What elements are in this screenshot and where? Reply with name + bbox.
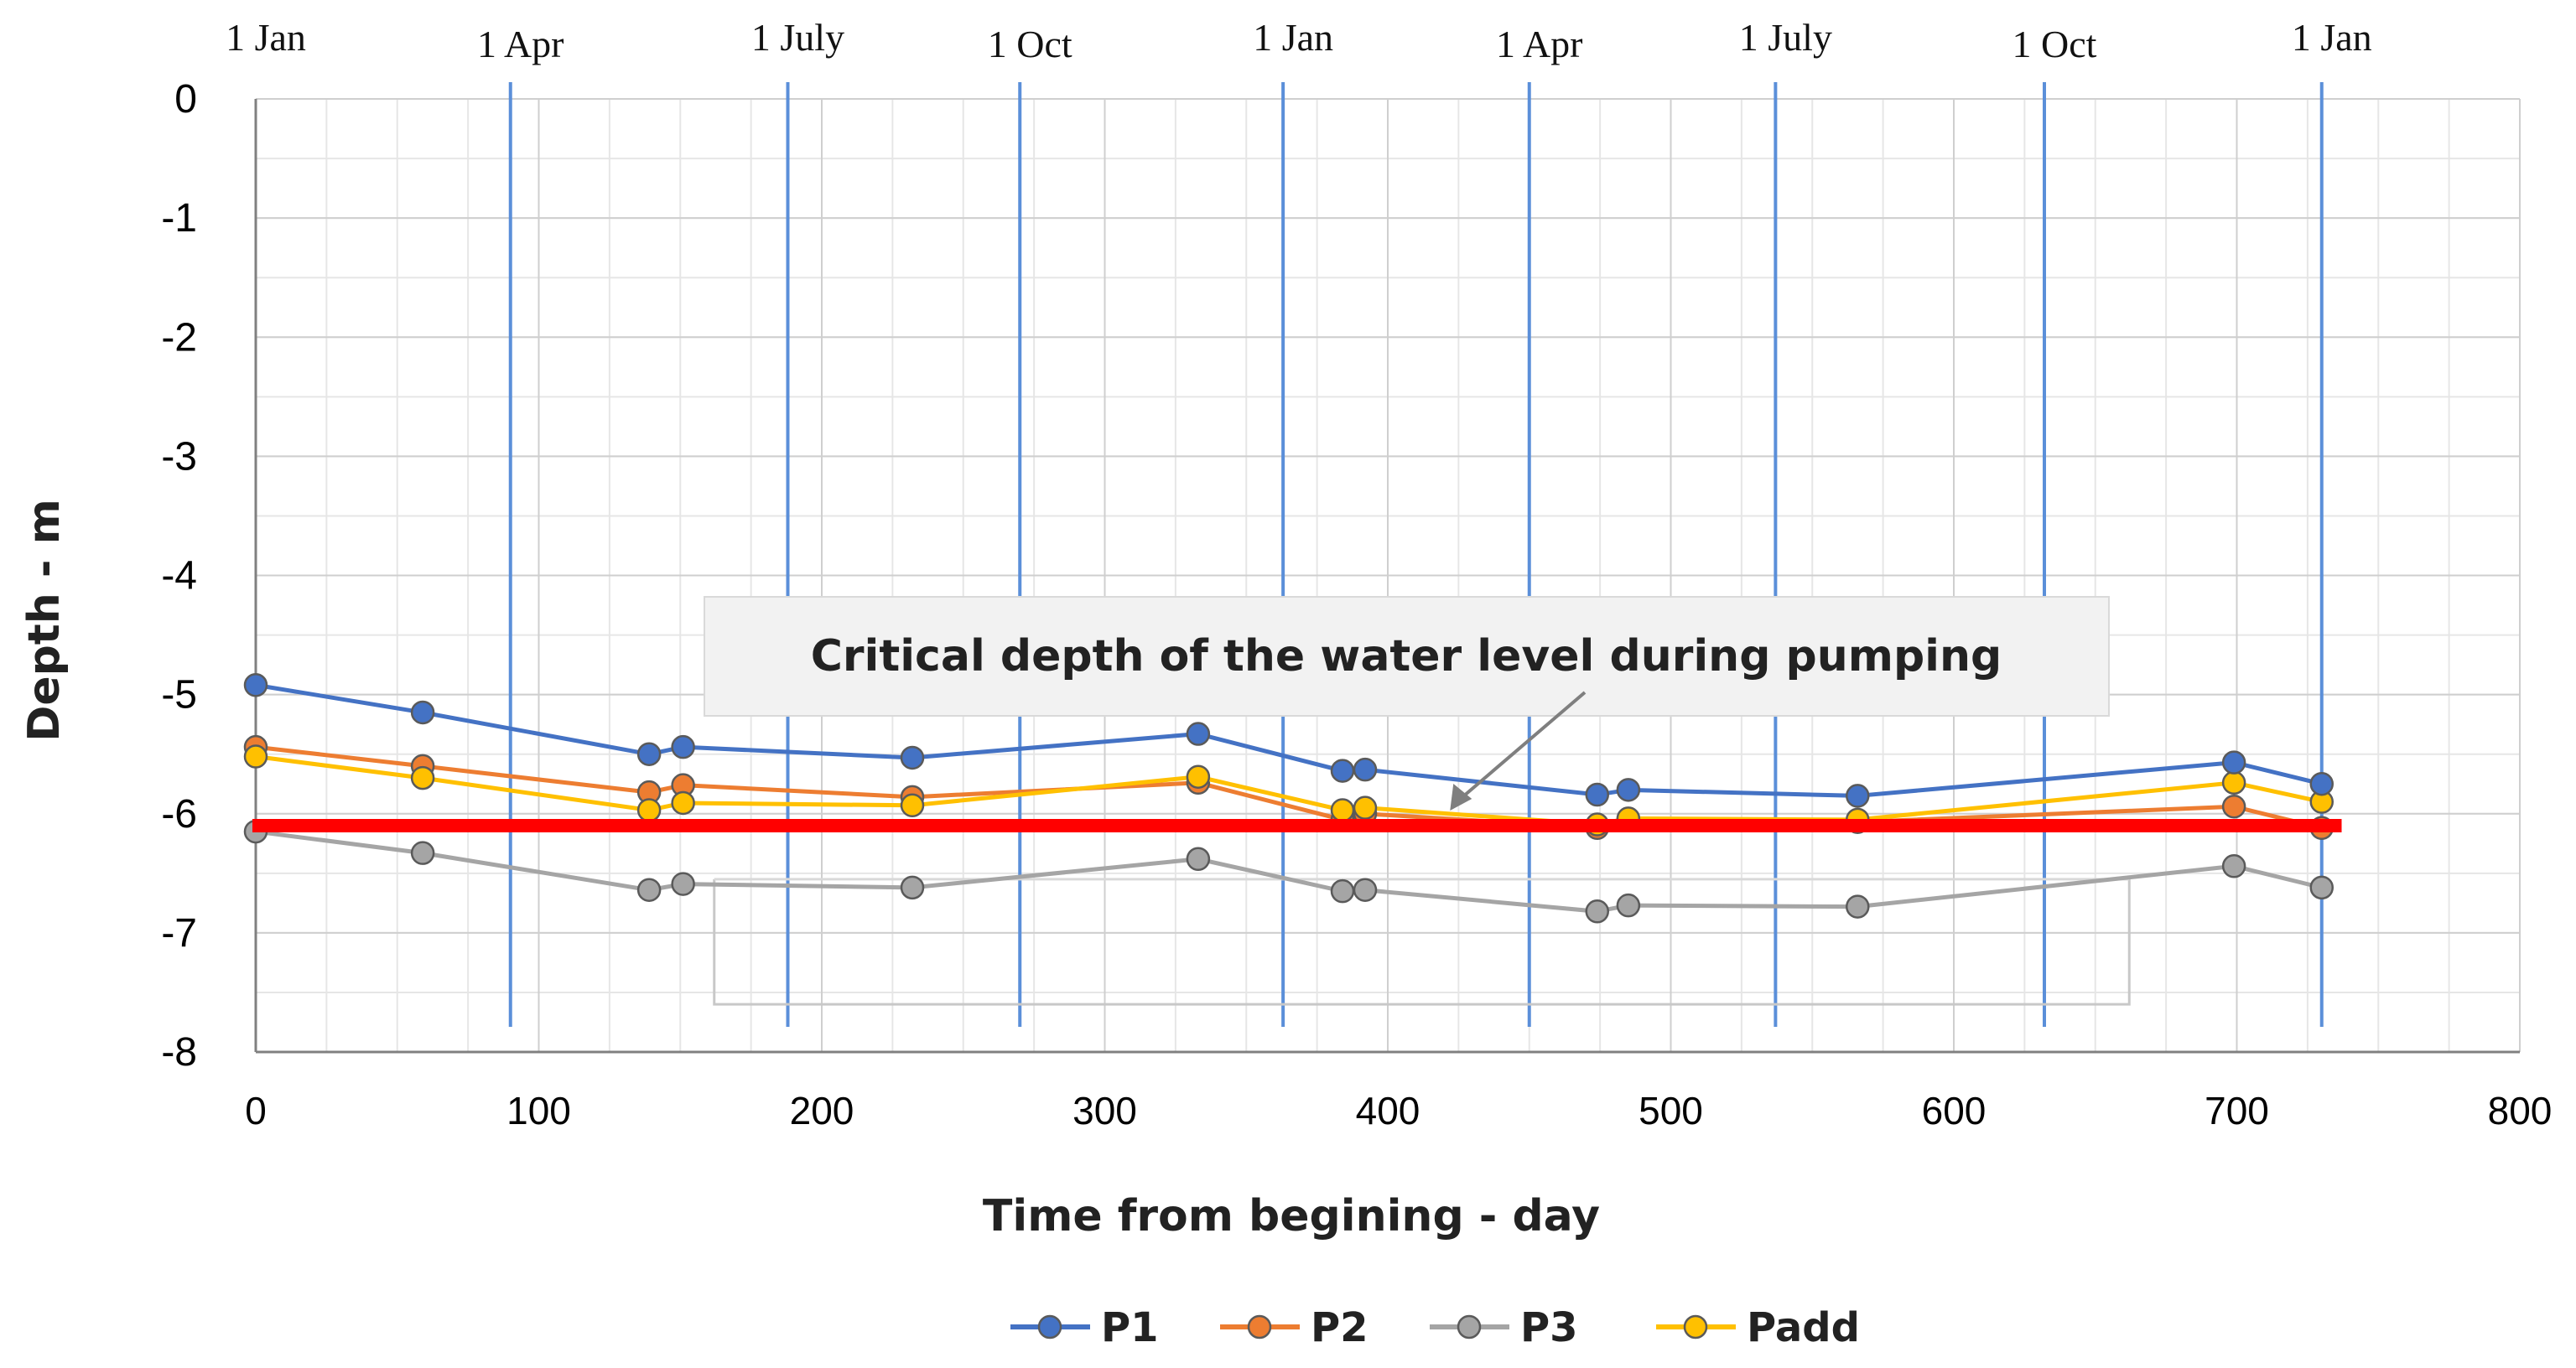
data-point-p3: [1330, 878, 1355, 904]
data-point-p1: [2221, 750, 2246, 775]
legend-entry-padd: Padd: [1656, 1304, 1860, 1351]
annotation-arrow-head: [1450, 783, 1472, 811]
date-marker-label: 1 Jan: [2292, 16, 2372, 59]
y-axis-title: Depth - m: [19, 499, 70, 742]
date-marker-label: 1 Oct: [2012, 23, 2097, 65]
data-point-p1: [1846, 784, 1870, 808]
data-point-p3: [671, 872, 695, 896]
legend-entry-p1: P1: [1010, 1304, 1159, 1351]
x-tick-label: 600: [1922, 1089, 1987, 1132]
legend-entry-p2: P2: [1220, 1304, 1368, 1351]
y-tick-labels: 0 -1 -2 -3 -4 -5 -6 -7 -8: [161, 77, 197, 1075]
data-point-padd: [243, 744, 268, 769]
y-tick-label: -3: [161, 434, 197, 479]
y-tick-label: 0: [174, 77, 197, 122]
x-tick-label: 300: [1072, 1089, 1137, 1132]
data-point-p1: [1585, 782, 1609, 807]
data-point-padd: [1353, 795, 1378, 820]
annotation-text: Critical depth of the water level during…: [811, 631, 2002, 681]
y-tick-label: -4: [161, 554, 197, 598]
legend-swatch-marker: [1247, 1314, 1272, 1340]
x-tick-label: 500: [1639, 1089, 1703, 1132]
date-marker-label: 1 July: [751, 16, 844, 59]
annotation: Critical depth of the water level during…: [704, 596, 2110, 811]
legend-label: P2: [1311, 1304, 1368, 1351]
y-tick-label: -6: [161, 792, 197, 837]
series-p1: [243, 673, 2334, 808]
legend-label: Padd: [1747, 1304, 1860, 1351]
date-marker-lines: [508, 82, 2324, 1027]
x-tick-label: 200: [790, 1089, 854, 1132]
data-point-p1: [636, 742, 662, 766]
data-point-p1: [1616, 778, 1641, 802]
data-point-p3: [1846, 894, 1870, 919]
date-marker-label: 1 Jan: [226, 16, 306, 59]
x-tick-label: 0: [245, 1089, 267, 1132]
data-point-padd: [1186, 764, 1211, 789]
date-marker-label: 1 July: [1739, 16, 1832, 59]
y-tick-label: -7: [161, 911, 197, 956]
data-point-p1: [1353, 757, 1378, 782]
data-point-p3: [900, 875, 925, 900]
y-tick-label: -5: [161, 673, 197, 718]
data-point-p3: [2309, 875, 2334, 900]
legend-label: P3: [1520, 1304, 1578, 1351]
data-point-p1: [410, 700, 435, 725]
series-p3: [243, 819, 2334, 924]
annotation-arrow-line: [1457, 691, 1587, 802]
annotation-frame: [713, 878, 2131, 1006]
date-marker-label: 1 Apr: [477, 23, 564, 65]
x-tick-label: 700: [2205, 1089, 2269, 1132]
legend-swatch-marker: [1037, 1314, 1062, 1340]
data-point-padd: [900, 793, 925, 818]
annotation-box: [704, 596, 2110, 717]
annotation-frame-bracket: [713, 878, 2131, 1006]
date-marker-label: 1 Apr: [1496, 23, 1583, 65]
x-tick-label: 100: [506, 1089, 571, 1132]
data-point-p1: [243, 673, 268, 697]
y-tick-label: -8: [161, 1030, 197, 1075]
data-point-p1: [1330, 759, 1355, 783]
legend: P1 P2 P3 Padd: [1010, 1304, 1860, 1351]
data-point-p3: [1585, 899, 1609, 924]
data-point-p2: [2221, 794, 2246, 819]
x-axis-title: Time from begining - day: [983, 1191, 1600, 1241]
data-point-p3: [410, 841, 435, 865]
data-point-p3: [1186, 847, 1211, 872]
data-point-padd: [1330, 798, 1355, 822]
date-marker-labels: 1 Jan 1 Apr 1 July 1 Oct 1 Jan 1 Apr 1 July 1 O…: [226, 16, 2372, 65]
date-marker-label: 1 Oct: [988, 23, 1072, 65]
data-point-p3: [2221, 854, 2246, 878]
data-point-padd: [410, 765, 435, 790]
legend-label: P1: [1101, 1304, 1159, 1351]
data-point-p3: [1616, 893, 1641, 918]
data-point-p1: [900, 745, 925, 770]
data-point-p1: [671, 734, 695, 759]
date-marker-label: 1 Jan: [1253, 16, 1333, 59]
y-tick-label: -2: [161, 315, 197, 360]
x-tick-labels: 0 100 200 300 400 500 600 700 800: [245, 1089, 2552, 1132]
data-point-padd: [671, 790, 695, 816]
data-point-p1: [1186, 722, 1211, 746]
y-tick-label: -1: [161, 196, 197, 241]
legend-entry-p3: P3: [1430, 1304, 1578, 1351]
legend-swatch-marker: [1457, 1314, 1482, 1340]
data-point-padd: [2221, 770, 2246, 795]
legend-swatch-marker: [1683, 1314, 1708, 1340]
data-point-p3: [636, 878, 662, 902]
data-point-p1: [2309, 771, 2334, 796]
data-point-padd: [636, 798, 662, 822]
x-tick-label: 800: [2488, 1089, 2553, 1132]
data-point-p3: [1353, 878, 1378, 902]
x-tick-label: 400: [1356, 1089, 1420, 1132]
axes: [254, 99, 2520, 1054]
